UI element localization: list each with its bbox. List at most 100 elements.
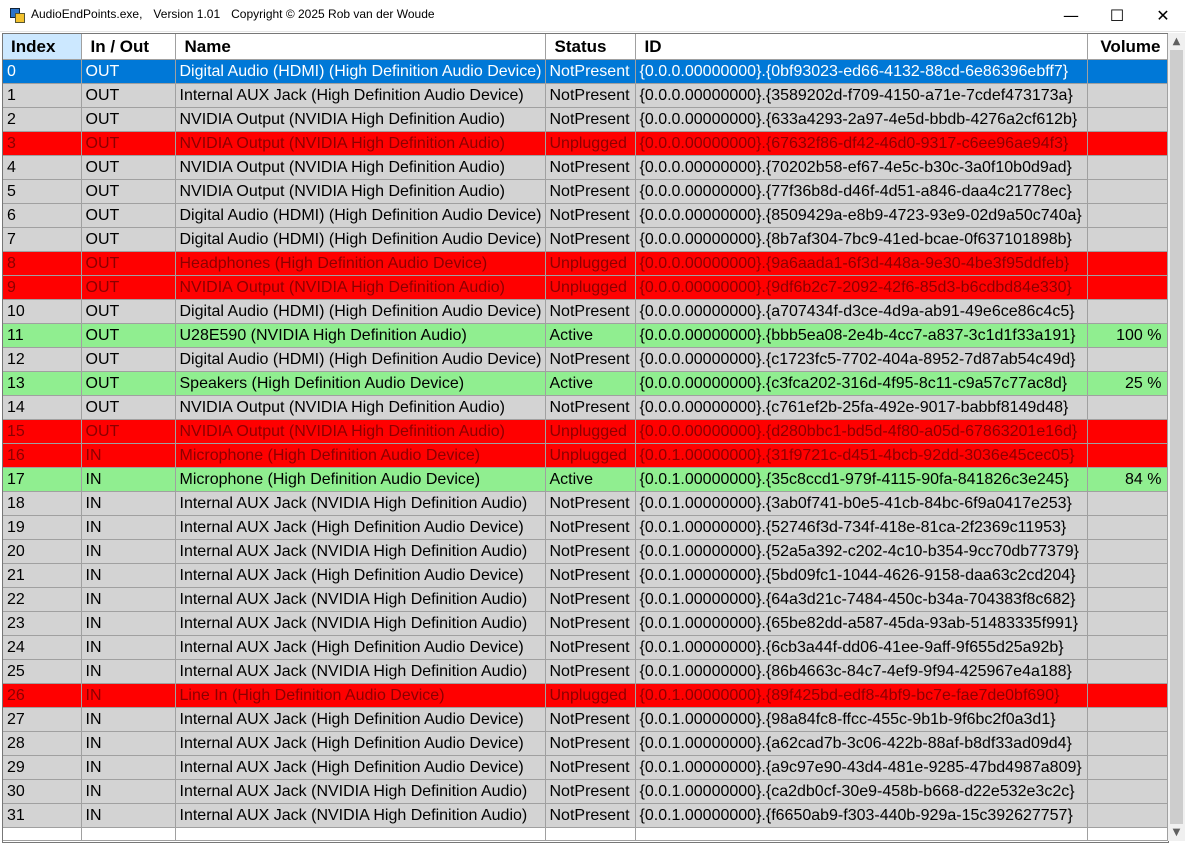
cell-index[interactable]: 4 xyxy=(3,155,82,180)
cell-index[interactable]: 26 xyxy=(3,683,82,708)
cell-name[interactable]: Internal AUX Jack (NVIDIA High Definitio… xyxy=(175,659,546,684)
cell-volume[interactable] xyxy=(1087,299,1168,324)
cell-index[interactable]: 9 xyxy=(3,275,82,300)
cell-inout[interactable]: IN xyxy=(81,491,176,516)
close-button[interactable]: ✕ xyxy=(1140,0,1186,31)
table-row[interactable]: 13 OUT Speakers (High Definition Audio Dev… xyxy=(3,371,1168,396)
table-row[interactable]: 31 IN Internal AUX Jack (NVIDIA High Defin… xyxy=(3,803,1168,828)
cell-name[interactable]: NVIDIA Output (NVIDIA High Definition Au… xyxy=(175,275,546,300)
table-row[interactable]: 20 IN Internal AUX Jack (NVIDIA High Defin… xyxy=(3,539,1168,564)
cell-status[interactable]: Unplugged xyxy=(545,683,636,708)
column-header-inout[interactable]: In / Out xyxy=(81,34,176,60)
cell-inout[interactable]: OUT xyxy=(81,227,176,252)
cell-volume[interactable] xyxy=(1087,131,1168,156)
cell-status[interactable]: NotPresent xyxy=(545,515,636,540)
cell-status[interactable]: NotPresent xyxy=(545,731,636,756)
vertical-scrollbar[interactable]: ▲ ▼ xyxy=(1168,33,1185,841)
cell-status[interactable]: NotPresent xyxy=(545,83,636,108)
cell-status[interactable]: NotPresent xyxy=(545,563,636,588)
cell-volume[interactable] xyxy=(1087,491,1168,516)
cell-id[interactable]: {0.0.0.00000000}.{8b7af304-7bc9-41ed-bca… xyxy=(635,227,1088,252)
cell-inout[interactable]: IN xyxy=(81,707,176,732)
cell-id[interactable]: {0.0.1.00000000}.{65be82dd-a587-45da-93a… xyxy=(635,611,1088,636)
cell-volume[interactable] xyxy=(1087,563,1168,588)
table-row[interactable]: 16 IN Microphone (High Definition Audio De… xyxy=(3,443,1168,468)
cell-name[interactable]: Microphone (High Definition Audio Device… xyxy=(175,443,546,468)
cell-status[interactable]: Unplugged xyxy=(545,131,636,156)
table-row[interactable]: 6 OUT Digital Audio (HDMI) (High Definitio… xyxy=(3,203,1168,228)
cell-id[interactable]: {0.0.0.00000000}.{633a4293-2a97-4e5d-bbd… xyxy=(635,107,1088,132)
title-bar[interactable]: AudioEndPoints.exe, Version 1.01 Copyright… xyxy=(0,0,1186,32)
cell-inout[interactable]: IN xyxy=(81,803,176,828)
cell-volume[interactable] xyxy=(1087,83,1168,108)
cell-inout[interactable]: IN xyxy=(81,611,176,636)
cell-volume[interactable] xyxy=(1087,251,1168,276)
cell-status[interactable]: NotPresent xyxy=(545,203,636,228)
cell-id[interactable]: {0.0.1.00000000}.{35c8ccd1-979f-4115-90f… xyxy=(635,467,1088,492)
table-row[interactable]: 24 IN Internal AUX Jack (High Definition A… xyxy=(3,635,1168,660)
table-row[interactable]: 29 IN Internal AUX Jack (High Definition A… xyxy=(3,755,1168,780)
cell-volume[interactable] xyxy=(1087,227,1168,252)
cell-id[interactable]: {0.0.0.00000000}.{0bf93023-ed66-4132-88c… xyxy=(635,59,1088,84)
cell-volume[interactable]: 84 % xyxy=(1087,467,1168,492)
cell-name[interactable]: Internal AUX Jack (High Definition Audio… xyxy=(175,515,546,540)
cell-volume[interactable] xyxy=(1087,731,1168,756)
cell-name[interactable]: Digital Audio (HDMI) (High Definition Au… xyxy=(175,347,546,372)
cell-inout[interactable]: OUT xyxy=(81,371,176,396)
cell-inout[interactable]: IN xyxy=(81,515,176,540)
cell-volume[interactable] xyxy=(1087,275,1168,300)
cell-name[interactable]: Headphones (High Definition Audio Device… xyxy=(175,251,546,276)
table-row[interactable]: 28 IN Internal AUX Jack (High Definition A… xyxy=(3,731,1168,756)
cell-inout[interactable]: IN xyxy=(81,467,176,492)
cell-name[interactable]: NVIDIA Output (NVIDIA High Definition Au… xyxy=(175,395,546,420)
cell-inout[interactable]: IN xyxy=(81,755,176,780)
cell-inout[interactable]: OUT xyxy=(81,203,176,228)
cell-status[interactable]: NotPresent xyxy=(545,803,636,828)
cell-index[interactable]: 16 xyxy=(3,443,82,468)
cell-index[interactable]: 8 xyxy=(3,251,82,276)
table-row[interactable]: 7 OUT Digital Audio (HDMI) (High Definitio… xyxy=(3,227,1168,252)
new-row-cell[interactable] xyxy=(545,827,636,841)
cell-name[interactable]: Internal AUX Jack (High Definition Audio… xyxy=(175,635,546,660)
cell-id[interactable]: {0.0.0.00000000}.{bbb5ea08-2e4b-4cc7-a83… xyxy=(635,323,1088,348)
cell-index[interactable]: 10 xyxy=(3,299,82,324)
cell-status[interactable]: NotPresent xyxy=(545,395,636,420)
table-row[interactable]: 4 OUT NVIDIA Output (NVIDIA High Definitio… xyxy=(3,155,1168,180)
cell-id[interactable]: {0.0.0.00000000}.{8509429a-e8b9-4723-93e… xyxy=(635,203,1088,228)
table-row[interactable]: 12 OUT Digital Audio (HDMI) (High Definiti… xyxy=(3,347,1168,372)
cell-index[interactable]: 5 xyxy=(3,179,82,204)
minimize-button[interactable]: — xyxy=(1048,0,1094,31)
new-row-cell[interactable] xyxy=(175,827,546,841)
cell-status[interactable]: NotPresent xyxy=(545,707,636,732)
cell-index[interactable]: 30 xyxy=(3,779,82,804)
cell-name[interactable]: Internal AUX Jack (NVIDIA High Definitio… xyxy=(175,539,546,564)
cell-id[interactable]: {0.0.1.00000000}.{a9c97e90-43d4-481e-928… xyxy=(635,755,1088,780)
cell-name[interactable]: Internal AUX Jack (NVIDIA High Definitio… xyxy=(175,491,546,516)
cell-id[interactable]: {0.0.0.00000000}.{77f36b8d-d46f-4d51-a84… xyxy=(635,179,1088,204)
cell-name[interactable]: NVIDIA Output (NVIDIA High Definition Au… xyxy=(175,179,546,204)
cell-status[interactable]: Unplugged xyxy=(545,275,636,300)
cell-index[interactable]: 2 xyxy=(3,107,82,132)
cell-volume[interactable] xyxy=(1087,779,1168,804)
cell-volume[interactable]: 100 % xyxy=(1087,323,1168,348)
cell-status[interactable]: Active xyxy=(545,371,636,396)
cell-name[interactable]: Digital Audio (HDMI) (High Definition Au… xyxy=(175,227,546,252)
cell-status[interactable]: NotPresent xyxy=(545,779,636,804)
cell-id[interactable]: {0.0.0.00000000}.{c3fca202-316d-4f95-8c1… xyxy=(635,371,1088,396)
cell-volume[interactable] xyxy=(1087,803,1168,828)
cell-id[interactable]: {0.0.1.00000000}.{6cb3a44f-dd06-41ee-9af… xyxy=(635,635,1088,660)
cell-name[interactable]: NVIDIA Output (NVIDIA High Definition Au… xyxy=(175,107,546,132)
cell-name[interactable]: Digital Audio (HDMI) (High Definition Au… xyxy=(175,299,546,324)
table-row[interactable]: 2 OUT NVIDIA Output (NVIDIA High Definitio… xyxy=(3,107,1168,132)
cell-index[interactable]: 14 xyxy=(3,395,82,420)
table-row[interactable]: 18 IN Internal AUX Jack (NVIDIA High Defin… xyxy=(3,491,1168,516)
cell-index[interactable]: 1 xyxy=(3,83,82,108)
table-row[interactable]: 14 OUT NVIDIA Output (NVIDIA High Definiti… xyxy=(3,395,1168,420)
cell-inout[interactable]: OUT xyxy=(81,59,176,84)
cell-status[interactable]: NotPresent xyxy=(545,659,636,684)
cell-index[interactable]: 13 xyxy=(3,371,82,396)
cell-id[interactable]: {0.0.0.00000000}.{d280bbc1-bd5d-4f80-a05… xyxy=(635,419,1088,444)
cell-name[interactable]: Internal AUX Jack (High Definition Audio… xyxy=(175,731,546,756)
cell-id[interactable]: {0.0.1.00000000}.{52746f3d-734f-418e-81c… xyxy=(635,515,1088,540)
cell-volume[interactable] xyxy=(1087,419,1168,444)
